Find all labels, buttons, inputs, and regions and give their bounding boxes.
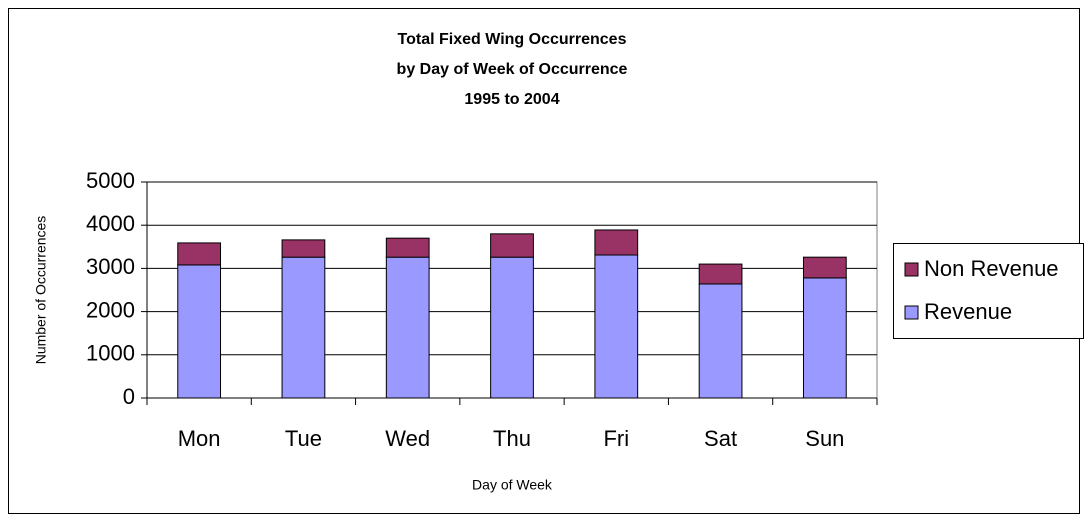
bar-segment: [698, 283, 743, 399]
bar-segment: [594, 254, 639, 399]
x-tick-label: Thu: [493, 426, 531, 451]
legend-label: Revenue: [924, 299, 1012, 324]
bar-segment: [281, 239, 326, 258]
legend-swatch: [904, 305, 919, 320]
legend-box: [893, 243, 1084, 339]
y-tick-label: 3000: [86, 254, 135, 279]
y-tick-label: 1000: [86, 341, 135, 366]
legend-swatch: [904, 262, 919, 277]
y-tick-label: 5000: [86, 168, 135, 193]
y-tick-label: 2000: [86, 297, 135, 322]
bar-segment: [802, 277, 847, 399]
x-tick-label: Tue: [285, 426, 322, 451]
bar-segment: [594, 229, 639, 256]
y-axis-label: Number of Occurrences: [33, 216, 49, 365]
chart-title: by Day of Week of Occurrence: [397, 61, 628, 78]
bar-segment: [385, 256, 430, 399]
chart-title: 1995 to 2004: [464, 91, 559, 108]
x-tick-label: Wed: [385, 426, 430, 451]
bar-segment: [177, 242, 222, 266]
x-tick-label: Mon: [178, 426, 221, 451]
x-axis-label: Day of Week: [472, 477, 553, 493]
bar-segment: [698, 263, 743, 285]
bar-segment: [177, 264, 222, 399]
x-tick-label: Fri: [603, 426, 629, 451]
legend-label: Non Revenue: [924, 256, 1059, 281]
chart-title: Total Fixed Wing Occurrences: [398, 31, 627, 48]
x-tick-label: Sat: [704, 426, 737, 451]
bar-segment: [490, 256, 534, 399]
bar-segment: [802, 256, 847, 279]
y-tick-label: 4000: [86, 211, 135, 236]
bar-segment: [385, 237, 430, 258]
bar-segment: [281, 256, 326, 399]
bar-segment: [490, 233, 534, 258]
y-tick-label: 0: [123, 384, 135, 409]
x-tick-label: Sun: [805, 426, 844, 451]
